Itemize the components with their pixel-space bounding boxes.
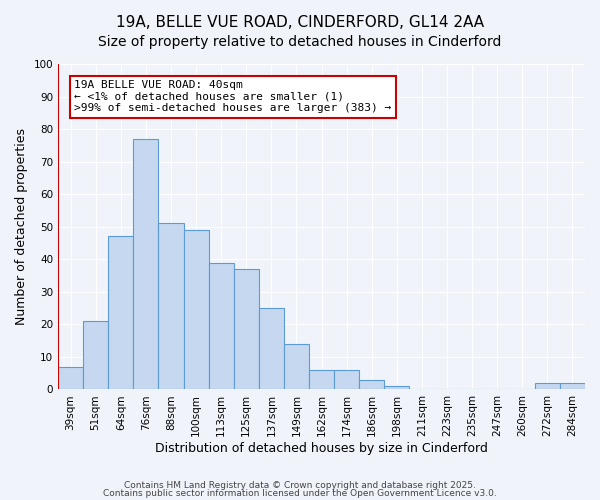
Bar (209, 262, 233, 390)
Bar (384, 386, 409, 390)
Bar (184, 230, 209, 390)
Text: Size of property relative to detached houses in Cinderford: Size of property relative to detached ho… (98, 35, 502, 49)
Bar (158, 224, 184, 390)
Bar (535, 383, 560, 390)
Y-axis label: Number of detached properties: Number of detached properties (15, 128, 28, 325)
Text: Contains HM Land Registry data © Crown copyright and database right 2025.: Contains HM Land Registry data © Crown c… (124, 481, 476, 490)
Bar (259, 308, 284, 390)
Bar (284, 344, 309, 390)
X-axis label: Distribution of detached houses by size in Cinderford: Distribution of detached houses by size … (155, 442, 488, 455)
Bar (83, 321, 108, 390)
Bar (334, 370, 359, 390)
Text: Contains public sector information licensed under the Open Government Licence v3: Contains public sector information licen… (103, 488, 497, 498)
Bar (309, 370, 334, 390)
Bar (133, 139, 158, 390)
Bar (58, 366, 83, 390)
Bar (108, 236, 133, 390)
Bar (560, 383, 585, 390)
Bar (359, 380, 384, 390)
Text: 19A, BELLE VUE ROAD, CINDERFORD, GL14 2AA: 19A, BELLE VUE ROAD, CINDERFORD, GL14 2A… (116, 15, 484, 30)
Text: 19A BELLE VUE ROAD: 40sqm
← <1% of detached houses are smaller (1)
>99% of semi-: 19A BELLE VUE ROAD: 40sqm ← <1% of detac… (74, 80, 392, 114)
Bar (233, 269, 259, 390)
